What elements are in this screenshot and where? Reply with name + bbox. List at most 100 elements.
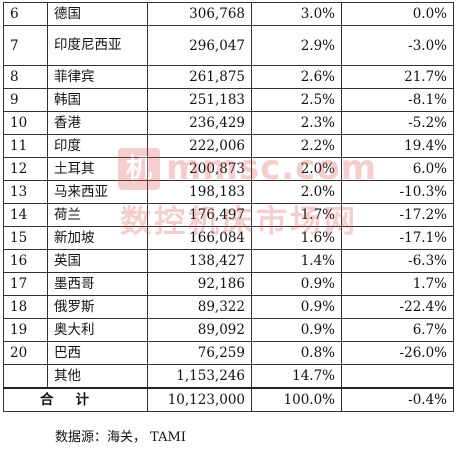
share-cell: 2.2% bbox=[251, 134, 342, 158]
change-cell: 6.0% bbox=[341, 157, 454, 181]
value-cell: 89,092 bbox=[147, 318, 252, 342]
rank-cell: 16 bbox=[3, 249, 48, 273]
rank-cell: 18 bbox=[3, 295, 48, 319]
change-cell: -10.3% bbox=[341, 180, 454, 204]
value-cell: 251,183 bbox=[147, 88, 252, 112]
rank-cell: 19 bbox=[3, 318, 48, 342]
country-cell: 土耳其 bbox=[47, 157, 148, 181]
rank-cell bbox=[3, 364, 48, 389]
value-cell: 296,047 bbox=[147, 25, 252, 66]
country-cell: 其他 bbox=[47, 364, 148, 389]
value-cell: 198,183 bbox=[147, 180, 252, 204]
change-cell: -6.3% bbox=[341, 249, 454, 273]
rank-cell: 17 bbox=[3, 272, 48, 296]
change-cell: -5.2% bbox=[341, 111, 454, 135]
table-row: 10 香港 236,429 2.3% -5.2% bbox=[3, 111, 454, 135]
rank-cell: 9 bbox=[3, 88, 48, 112]
country-cell: 墨西哥 bbox=[47, 272, 148, 296]
value-cell: 89,322 bbox=[147, 295, 252, 319]
country-cell: 印度尼西亚 bbox=[47, 25, 148, 66]
value-cell: 138,427 bbox=[147, 249, 252, 273]
value-cell: 200,873 bbox=[147, 157, 252, 181]
change-cell: -22.4% bbox=[341, 295, 454, 319]
table-row: 13 马来西亚 198,183 2.0% -10.3% bbox=[3, 180, 454, 204]
country-cell: 德国 bbox=[47, 2, 148, 26]
table-row: 6 德国 306,768 3.0% 0.0% bbox=[3, 2, 454, 26]
table-row: 7 印度尼西亚 296,047 2.9% -3.0% bbox=[3, 25, 454, 66]
share-cell: 2.0% bbox=[251, 180, 342, 204]
change-cell: -26.0% bbox=[341, 341, 454, 365]
table-row: 12 土耳其 200,873 2.0% 6.0% bbox=[3, 157, 454, 181]
share-cell: 0.9% bbox=[251, 295, 342, 319]
share-cell: 2.9% bbox=[251, 25, 342, 66]
rank-cell: 6 bbox=[3, 2, 48, 26]
change-cell: 6.7% bbox=[341, 318, 454, 342]
change-cell: 1.7% bbox=[341, 272, 454, 296]
country-cell: 香港 bbox=[47, 111, 148, 135]
value-cell: 222,006 bbox=[147, 134, 252, 158]
total-label: 合计 bbox=[3, 387, 148, 412]
table-row: 20 巴西 76,259 0.8% -26.0% bbox=[3, 341, 454, 365]
country-cell: 俄罗斯 bbox=[47, 295, 148, 319]
country-cell: 菲律宾 bbox=[47, 65, 148, 89]
share-cell: 2.6% bbox=[251, 65, 342, 89]
table-row: 其他 1,153,246 14.7% bbox=[3, 364, 454, 389]
value-cell: 76,259 bbox=[147, 341, 252, 365]
table-row: 16 英国 138,427 1.4% -6.3% bbox=[3, 249, 454, 273]
rank-cell: 10 bbox=[3, 111, 48, 135]
value-cell: 261,875 bbox=[147, 65, 252, 89]
export-ranking-table: 6 德国 306,768 3.0% 0.0% 7 印度尼西亚 296,047 2.9% -3.0%… bbox=[3, 2, 454, 412]
value-cell: 166,084 bbox=[147, 226, 252, 250]
total-share: 100.0% bbox=[251, 387, 342, 412]
value-cell: 92,186 bbox=[147, 272, 252, 296]
share-cell: 1.4% bbox=[251, 249, 342, 273]
share-cell: 14.7% bbox=[251, 364, 342, 389]
value-cell: 1,153,246 bbox=[147, 364, 252, 389]
share-cell: 0.8% bbox=[251, 341, 342, 365]
value-cell: 306,768 bbox=[147, 2, 252, 26]
share-cell: 2.5% bbox=[251, 88, 342, 112]
share-cell: 0.9% bbox=[251, 272, 342, 296]
table-row: 9 韩国 251,183 2.5% -8.1% bbox=[3, 88, 454, 112]
change-cell: 21.7% bbox=[341, 65, 454, 89]
table-row: 14 荷兰 176,497 1.7% -17.2% bbox=[3, 203, 454, 227]
country-cell: 马来西亚 bbox=[47, 180, 148, 204]
share-cell: 1.6% bbox=[251, 226, 342, 250]
change-cell: -17.2% bbox=[341, 203, 454, 227]
total-value: 10,123,000 bbox=[147, 387, 252, 412]
table-row: 11 印度 222,006 2.2% 19.4% bbox=[3, 134, 454, 158]
share-cell: 1.7% bbox=[251, 203, 342, 227]
country-cell: 巴西 bbox=[47, 341, 148, 365]
change-cell: 19.4% bbox=[341, 134, 454, 158]
country-cell: 奥大利 bbox=[47, 318, 148, 342]
change-cell bbox=[341, 364, 454, 389]
country-cell: 荷兰 bbox=[47, 203, 148, 227]
source-note: 数据源：海关， TAMI bbox=[55, 430, 186, 445]
country-cell: 新加坡 bbox=[47, 226, 148, 250]
change-cell: 0.0% bbox=[341, 2, 454, 26]
rank-cell: 20 bbox=[3, 341, 48, 365]
country-cell: 英国 bbox=[47, 249, 148, 273]
rank-cell: 13 bbox=[3, 180, 48, 204]
table-row: 18 俄罗斯 89,322 0.9% -22.4% bbox=[3, 295, 454, 319]
change-cell: -8.1% bbox=[341, 88, 454, 112]
rank-cell: 12 bbox=[3, 157, 48, 181]
change-cell: -17.1% bbox=[341, 226, 454, 250]
rank-cell: 14 bbox=[3, 203, 48, 227]
country-cell: 韩国 bbox=[47, 88, 148, 112]
rank-cell: 8 bbox=[3, 65, 48, 89]
share-cell: 0.9% bbox=[251, 318, 342, 342]
table-row: 17 墨西哥 92,186 0.9% 1.7% bbox=[3, 272, 454, 296]
rank-cell: 11 bbox=[3, 134, 48, 158]
total-row: 合计 10,123,000 100.0% -0.4% bbox=[3, 387, 454, 412]
rank-cell: 7 bbox=[3, 25, 48, 66]
value-cell: 176,497 bbox=[147, 203, 252, 227]
total-change: -0.4% bbox=[341, 387, 454, 412]
share-cell: 2.0% bbox=[251, 157, 342, 181]
table-row: 8 菲律宾 261,875 2.6% 21.7% bbox=[3, 65, 454, 89]
share-cell: 3.0% bbox=[251, 2, 342, 26]
share-cell: 2.3% bbox=[251, 111, 342, 135]
table-row: 15 新加坡 166,084 1.6% -17.1% bbox=[3, 226, 454, 250]
table-row: 19 奥大利 89,092 0.9% 6.7% bbox=[3, 318, 454, 342]
value-cell: 236,429 bbox=[147, 111, 252, 135]
